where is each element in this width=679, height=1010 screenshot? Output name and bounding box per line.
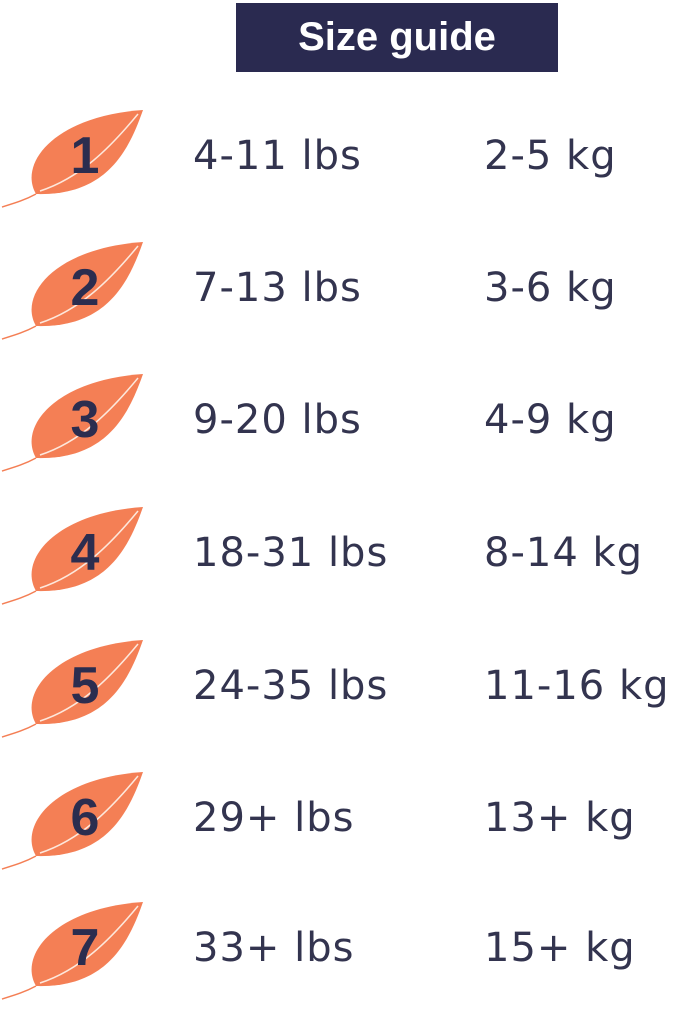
weight-kg: 13+ kg [484, 795, 636, 841]
leaf-icon [1, 507, 143, 605]
weight-kg: 4-9 kg [484, 397, 617, 443]
weight-lbs: 9-20 lbs [193, 397, 362, 443]
weight-lbs: 33+ lbs [193, 925, 355, 971]
leaf-icon [1, 110, 143, 208]
weight-kg: 3-6 kg [484, 265, 617, 311]
weight-lbs: 7-13 lbs [193, 265, 362, 311]
size-number: 7 [70, 919, 100, 977]
size-row: 2 7-13 lbs 3-6 kg [0, 240, 679, 350]
size-row: 7 33+ lbs 15+ kg [0, 900, 679, 1010]
size-number: 4 [70, 524, 100, 582]
weight-kg: 15+ kg [484, 925, 636, 971]
size-row: 1 4-11 lbs 2-5 kg [0, 108, 679, 218]
weight-kg: 11-16 kg [484, 663, 670, 709]
weight-lbs: 24-35 lbs [193, 663, 389, 709]
weight-kg: 8-14 kg [484, 530, 644, 576]
size-number: 1 [70, 127, 100, 185]
leaf-icon [1, 374, 143, 472]
size-row: 5 24-35 lbs 11-16 kg [0, 638, 679, 748]
size-number: 2 [70, 259, 100, 317]
leaf-icon [1, 640, 143, 738]
leaf-icon [1, 772, 143, 870]
size-number: 3 [70, 391, 100, 449]
weight-lbs: 18-31 lbs [193, 530, 389, 576]
page-title: Size guide [236, 3, 558, 72]
weight-lbs: 4-11 lbs [193, 133, 362, 179]
size-row: 3 9-20 lbs 4-9 kg [0, 372, 679, 482]
size-row: 4 18-31 lbs 8-14 kg [0, 505, 679, 615]
size-row: 6 29+ lbs 13+ kg [0, 770, 679, 880]
leaf-icon [1, 242, 143, 340]
size-number: 5 [70, 657, 100, 715]
weight-kg: 2-5 kg [484, 133, 617, 179]
weight-lbs: 29+ lbs [193, 795, 355, 841]
size-number: 6 [70, 789, 100, 847]
